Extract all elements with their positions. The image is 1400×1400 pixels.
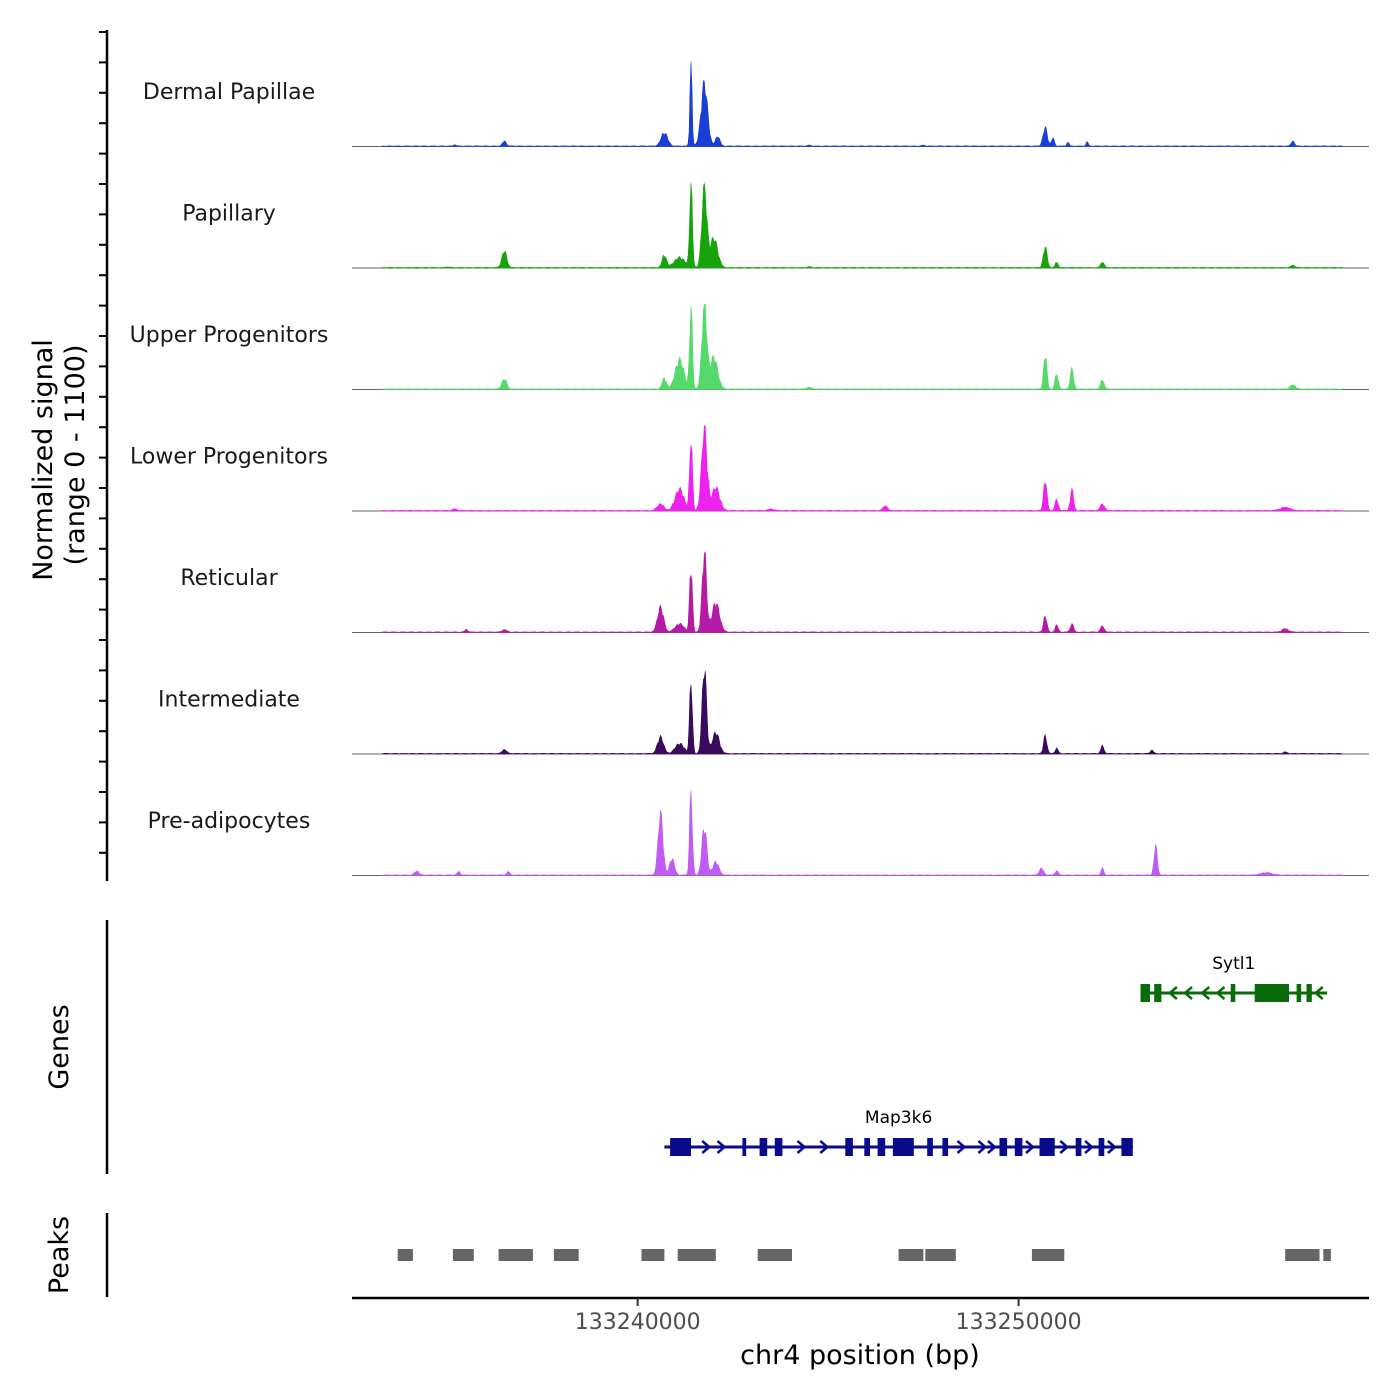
y-axis-label-line2: (range 0 - 1100)	[60, 345, 91, 566]
strand-arrow	[956, 1140, 967, 1154]
gene-exon	[1254, 984, 1289, 1002]
peak-region	[397, 1249, 413, 1261]
strand-arrow	[1167, 986, 1178, 1000]
signal-tracks: Dermal Papillae Papillary Upper Progenitor…	[130, 61, 1369, 876]
track-label: Reticular	[180, 566, 278, 591]
peak-region	[553, 1249, 579, 1261]
gene-exon	[1154, 984, 1162, 1002]
x-axis: chr4 position (bp) 133240000 133250000	[352, 1296, 1369, 1371]
gene-exon	[927, 1138, 933, 1156]
gene-exon	[742, 1138, 747, 1156]
peaks-panel-label: Peaks	[44, 1216, 75, 1294]
gene-sytl1: Sytl1	[1140, 954, 1328, 1002]
gene-exon	[1098, 1138, 1105, 1156]
signal-area	[382, 304, 1343, 390]
track-label: Intermediate	[158, 688, 300, 713]
peak-region	[898, 1249, 924, 1261]
gene-exon	[942, 1138, 949, 1156]
y-axis-label-line1: Normalized signal	[28, 339, 59, 581]
strand-arrow	[1313, 986, 1324, 1000]
strand-arrow	[796, 1140, 807, 1154]
track-reticular: Reticular	[180, 551, 1369, 633]
peak-region	[1031, 1249, 1065, 1261]
gene-label: Map3k6	[865, 1108, 932, 1128]
gene-exon	[845, 1138, 853, 1156]
track-intermediate: Intermediate	[158, 670, 1369, 755]
gene-exon	[1075, 1138, 1082, 1156]
signal-area	[382, 790, 1343, 876]
signal-axis	[99, 30, 109, 881]
track-label: Pre-adipocytes	[148, 809, 311, 834]
gene-exon	[759, 1138, 768, 1156]
peak-region	[1323, 1249, 1331, 1261]
signal-area	[382, 182, 1343, 269]
gene-label: Sytl1	[1212, 954, 1255, 974]
peak-region	[498, 1249, 533, 1261]
signal-area	[382, 551, 1343, 633]
track-label: Upper Progenitors	[130, 323, 329, 348]
y-axis-label: Normalized signal (range 0 - 1100)	[28, 339, 91, 581]
genes-panel: Genes Sytl1 Map3k6	[44, 920, 1328, 1174]
peak-region	[1285, 1249, 1320, 1261]
track-dermal-papillae: Dermal Papillae	[143, 61, 1369, 147]
strand-arrow	[701, 1140, 712, 1154]
peak-region	[641, 1249, 665, 1261]
strand-arrow	[977, 1140, 988, 1154]
strand-arrow	[1200, 986, 1211, 1000]
signal-area	[382, 670, 1343, 755]
gene-exon	[1306, 984, 1312, 1002]
strand-arrow	[1107, 1140, 1117, 1154]
gene-exon	[1140, 984, 1150, 1002]
signal-area	[382, 425, 1343, 512]
track-pre-adipocytes: Pre-adipocytes	[148, 790, 1369, 876]
gene-exon	[1230, 984, 1236, 1002]
track-label: Dermal Papillae	[143, 80, 315, 105]
peak-region	[677, 1249, 716, 1261]
track-papillary: Papillary	[182, 182, 1369, 269]
gene-exon	[1296, 984, 1302, 1002]
gene-exon	[999, 1138, 1008, 1156]
track-label: Papillary	[182, 202, 276, 227]
gene-exon	[1121, 1138, 1133, 1156]
strand-arrow	[987, 1140, 997, 1154]
gene-exon	[670, 1138, 691, 1156]
track-label: Lower Progenitors	[130, 445, 328, 470]
strand-arrow	[1059, 1140, 1070, 1154]
strand-arrow	[1084, 1140, 1094, 1154]
x-tick-label: 133240000	[575, 1310, 701, 1335]
gene-exon	[877, 1138, 886, 1156]
strand-arrow	[1215, 986, 1226, 1000]
gene-map3k6: Map3k6	[664, 1108, 1133, 1156]
track-upper-progenitors: Upper Progenitors	[130, 304, 1369, 390]
x-axis-title: chr4 position (bp)	[740, 1340, 980, 1371]
signal-area	[382, 61, 1343, 147]
peaks-panel: Peaks	[44, 1213, 1331, 1297]
peak-region	[757, 1249, 792, 1261]
strand-arrow	[1183, 986, 1193, 1000]
gene-exon	[1039, 1138, 1055, 1156]
gene-exon	[774, 1138, 783, 1156]
strand-arrow	[1025, 1140, 1035, 1154]
peak-region	[452, 1249, 474, 1261]
genes-panel-label: Genes	[44, 1004, 75, 1089]
track-lower-progenitors: Lower Progenitors	[130, 425, 1369, 512]
gene-exon	[864, 1138, 870, 1156]
gene-exon	[1014, 1138, 1023, 1156]
peak-region	[925, 1249, 956, 1261]
gene-exon	[892, 1138, 914, 1156]
strand-arrow	[819, 1140, 830, 1154]
strand-arrow	[716, 1140, 727, 1154]
x-tick-label: 133250000	[956, 1310, 1082, 1335]
